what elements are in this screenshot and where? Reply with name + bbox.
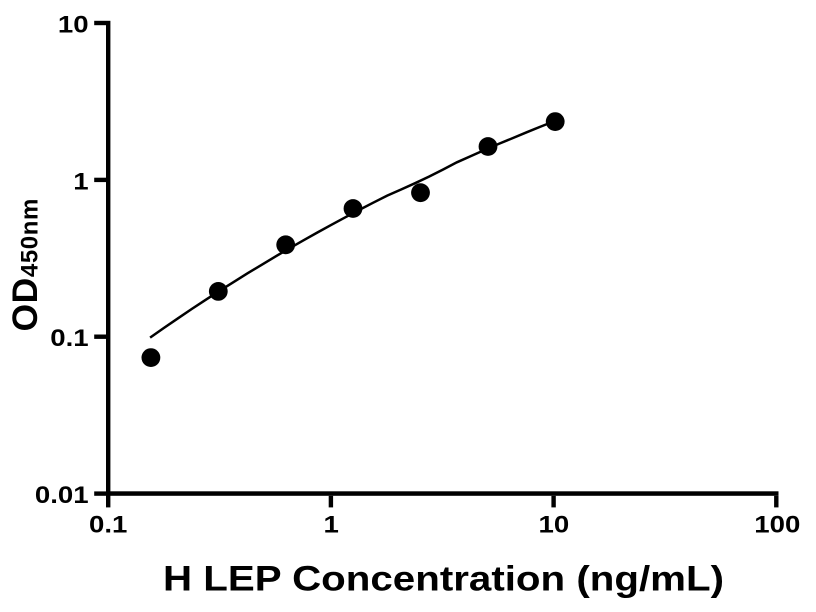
svg-text:10: 10 <box>58 12 89 38</box>
svg-text:100: 100 <box>754 512 800 538</box>
svg-text:0.01: 0.01 <box>35 483 89 509</box>
svg-text:10: 10 <box>539 512 570 538</box>
svg-text:H LEP Concentration (ng/mL): H LEP Concentration (ng/mL) <box>163 560 724 599</box>
svg-text:0.1: 0.1 <box>89 512 127 538</box>
svg-text:0.1: 0.1 <box>50 326 88 352</box>
svg-text:1: 1 <box>324 512 339 538</box>
svg-text:1: 1 <box>73 169 88 195</box>
